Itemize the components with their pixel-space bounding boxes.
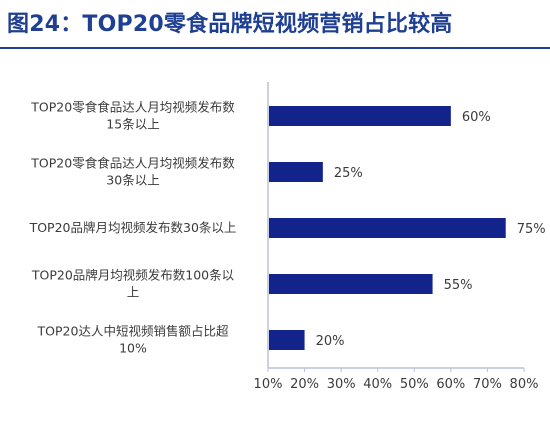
- x-tick-label: 20%: [290, 377, 319, 392]
- category-label: 10%: [119, 341, 147, 356]
- x-tick-label: 70%: [473, 377, 502, 392]
- bar: [269, 274, 433, 294]
- x-tick-label: 80%: [510, 377, 539, 392]
- figure-title: 图24：TOP20零食品牌短视频营销占比较高: [7, 12, 453, 37]
- data-label: 20%: [316, 334, 345, 349]
- data-label: 60%: [462, 110, 491, 125]
- bar: [269, 330, 305, 350]
- category-label: 上: [127, 285, 140, 300]
- data-label: 55%: [444, 278, 473, 293]
- bar: [269, 162, 323, 182]
- bar: [269, 218, 506, 238]
- category-label: TOP20零食食品达人月均视频发布数: [30, 100, 235, 115]
- bar: [269, 106, 451, 126]
- x-tick-label: 10%: [254, 377, 283, 392]
- data-label: 75%: [517, 222, 546, 237]
- labels-layer: 60% TOP20零食食品达人月均视频发布数 15条以上 25% TOP20零食食品达人…: [29, 100, 546, 356]
- category-label: TOP20零食食品达人月均视频发布数: [30, 156, 235, 171]
- data-label: 25%: [334, 166, 363, 181]
- category-label: TOP20达人中短视频销售额占比超: [37, 324, 229, 339]
- x-tick-label: 50%: [400, 377, 429, 392]
- x-tick-label: 60%: [436, 377, 465, 392]
- bars-layer: [269, 106, 506, 350]
- category-label: 15条以上: [106, 117, 159, 132]
- category-label: TOP20品牌月均视频发布数30条以上: [29, 220, 237, 235]
- x-tick-label: 40%: [363, 377, 392, 392]
- category-label: 30条以上: [106, 173, 159, 188]
- axis-layer: 10% 20% 30% 40% 50% 60% 70% 80%: [254, 82, 539, 392]
- title-divider: [0, 47, 550, 49]
- category-label: TOP20品牌月均视频发布数100条以: [31, 268, 235, 283]
- x-tick-label: 30%: [327, 377, 356, 392]
